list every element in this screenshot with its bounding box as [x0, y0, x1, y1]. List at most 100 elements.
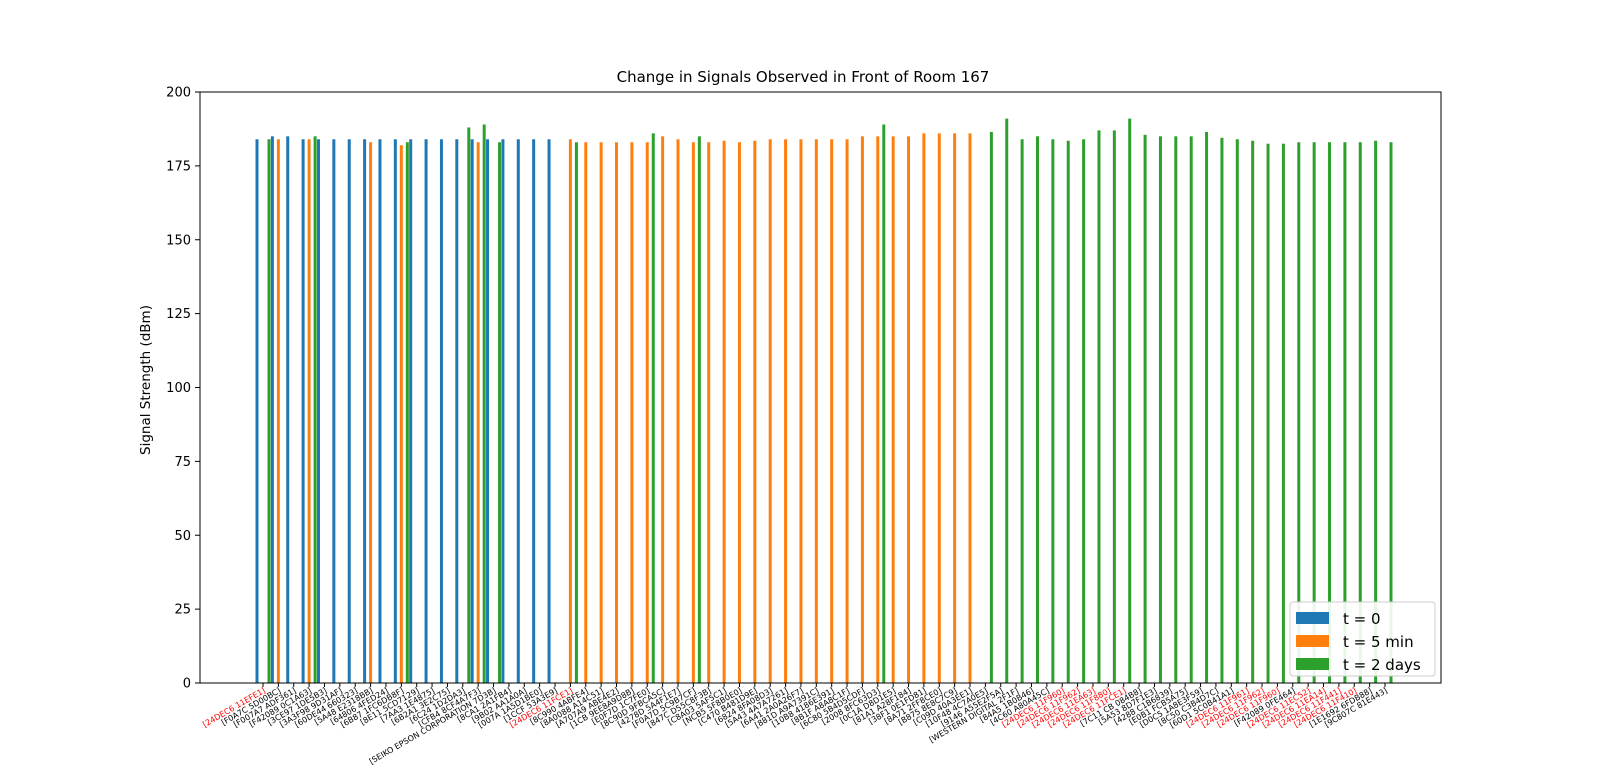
bar	[255, 139, 259, 683]
bar	[989, 131, 993, 683]
legend-label: t = 5 min	[1343, 633, 1414, 651]
bar	[630, 142, 634, 684]
bar	[891, 136, 895, 683]
bar	[316, 139, 320, 683]
bar	[661, 136, 665, 683]
bar	[768, 139, 772, 683]
bar	[784, 139, 788, 683]
bar	[599, 142, 603, 684]
bar	[1251, 140, 1255, 683]
bar	[393, 139, 397, 683]
bar	[547, 139, 551, 683]
bar	[307, 139, 311, 683]
bar	[369, 142, 373, 684]
bar	[953, 133, 957, 683]
bar	[860, 136, 864, 683]
bar	[1389, 142, 1393, 684]
bar	[332, 139, 336, 683]
bar	[645, 142, 649, 684]
bar	[568, 139, 572, 683]
bar	[737, 142, 741, 684]
bar	[455, 139, 459, 683]
bar	[1205, 131, 1209, 683]
bar	[405, 142, 409, 684]
legend: t = 0 t = 5 min t = 2 days	[1289, 601, 1436, 677]
bar	[1066, 140, 1070, 683]
bar	[1035, 136, 1039, 683]
bar	[276, 139, 280, 683]
bar	[1328, 142, 1332, 684]
bar	[482, 124, 486, 683]
bars-group	[255, 118, 1393, 684]
bar	[1374, 140, 1378, 683]
bar	[968, 133, 972, 683]
bar	[399, 145, 403, 683]
bar	[378, 139, 382, 683]
bar	[1281, 143, 1285, 683]
bar	[1097, 130, 1101, 683]
bar	[814, 139, 818, 683]
bar	[532, 139, 536, 683]
bar	[1082, 139, 1086, 683]
bar	[937, 133, 941, 683]
bar	[615, 142, 619, 684]
bar	[1005, 118, 1009, 684]
bar	[516, 139, 520, 683]
bar	[574, 142, 578, 684]
bar	[651, 133, 655, 683]
bar	[313, 136, 317, 683]
y-tick-label: 0	[183, 677, 191, 692]
bar	[830, 139, 834, 683]
y-tick-label: 50	[174, 529, 191, 544]
y-axis-label: Signal Strength (dBm)	[138, 305, 154, 455]
bar	[697, 136, 701, 683]
bar	[722, 140, 726, 683]
bar	[476, 142, 480, 684]
bar	[584, 142, 588, 684]
y-tick-label: 200	[166, 86, 191, 101]
bar	[363, 139, 367, 683]
legend-label: t = 0	[1343, 610, 1381, 628]
bar	[1174, 136, 1178, 683]
bar	[470, 139, 474, 683]
bar	[1297, 142, 1301, 684]
legend-swatch	[1296, 658, 1329, 670]
bar	[753, 140, 757, 683]
bar	[270, 136, 274, 683]
legend-swatch	[1296, 612, 1329, 624]
bar	[676, 139, 680, 683]
bar	[1128, 118, 1132, 684]
bar	[1051, 139, 1055, 683]
bar	[1143, 134, 1147, 684]
y-tick-label: 150	[166, 233, 191, 248]
bar	[409, 139, 413, 683]
bar	[1235, 139, 1239, 683]
y-tick-label: 175	[166, 159, 191, 174]
legend-swatch	[1296, 635, 1329, 647]
y-tick-label: 25	[174, 603, 191, 618]
bar	[1112, 130, 1116, 683]
bar	[845, 139, 849, 683]
bar	[799, 139, 803, 683]
y-tick-label: 75	[174, 455, 191, 470]
bar	[467, 127, 471, 683]
bar	[424, 139, 428, 683]
bar	[439, 139, 443, 683]
bar	[1158, 136, 1162, 683]
bar	[882, 124, 886, 683]
bar	[301, 139, 305, 683]
plot-frame	[199, 91, 1442, 684]
bar	[286, 136, 290, 683]
bar	[1312, 142, 1316, 684]
bar	[1358, 142, 1362, 684]
bar	[876, 136, 880, 683]
bar	[486, 139, 490, 683]
legend-label: t = 2 days	[1343, 656, 1421, 674]
y-tick-label: 125	[166, 307, 191, 322]
bar	[691, 142, 695, 684]
bar	[922, 133, 926, 683]
bar	[1020, 139, 1024, 683]
bar	[501, 139, 505, 683]
bar	[1220, 137, 1224, 684]
bar	[498, 142, 502, 684]
